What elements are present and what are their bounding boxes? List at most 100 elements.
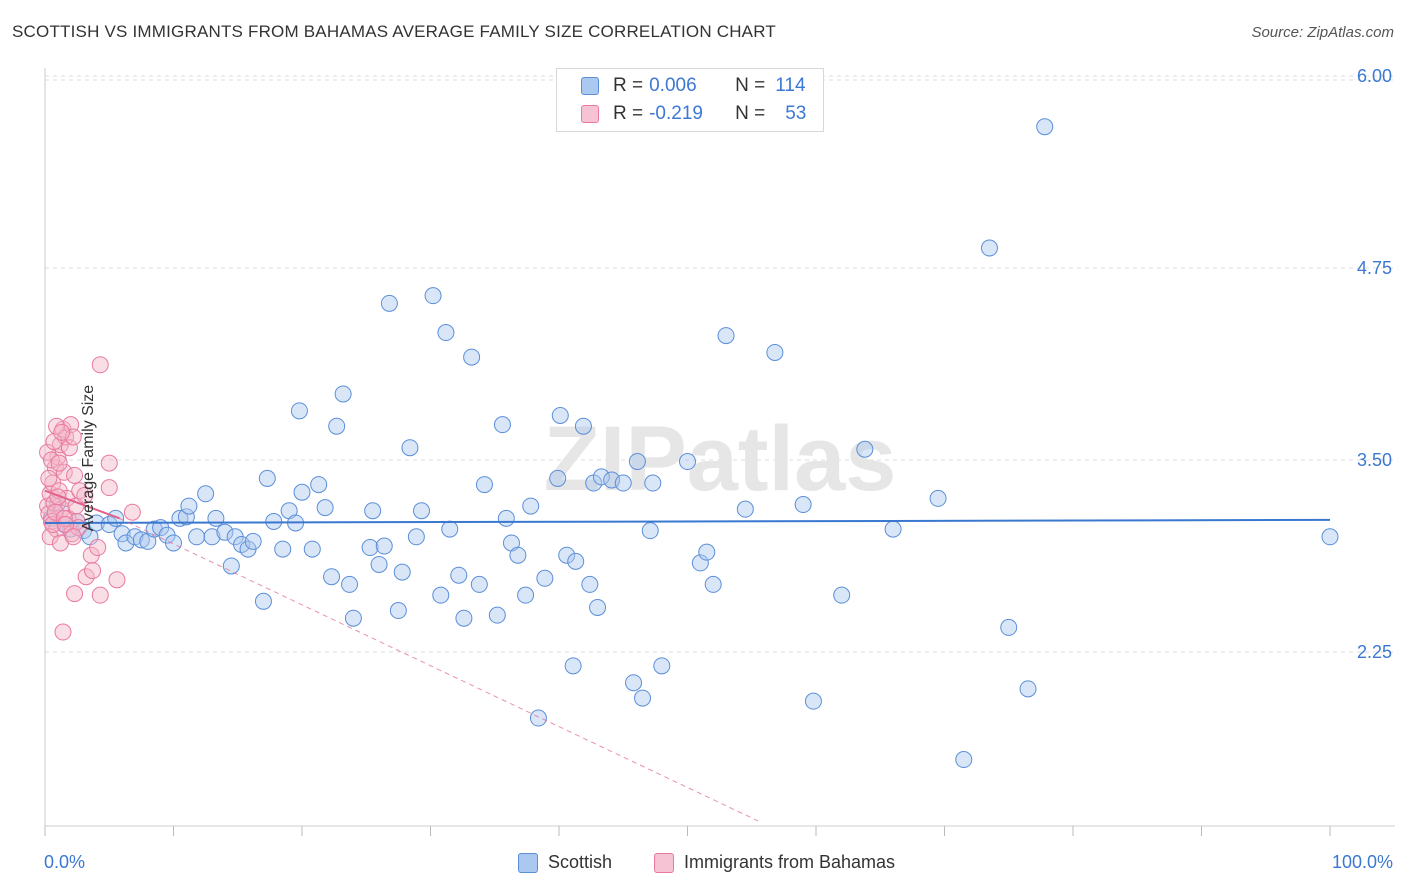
scottish-point <box>634 689 652 707</box>
scottish-point <box>413 502 431 520</box>
source-label: Source: ZipAtlas.com <box>1251 24 1394 41</box>
scottish-point <box>274 540 292 558</box>
scottish-point <box>564 657 582 675</box>
scottish-point <box>509 546 527 564</box>
scottish-point <box>361 539 379 557</box>
scottish-point <box>558 546 576 564</box>
scottish-point <box>567 552 585 570</box>
scottish-point <box>488 606 506 624</box>
scottish-point <box>704 575 722 593</box>
series-legend-scottish: Scottish <box>518 852 612 873</box>
bahamas-point <box>60 439 78 457</box>
scottish-point <box>203 528 221 546</box>
scottish-point <box>497 509 515 527</box>
scottish-point <box>929 489 947 507</box>
scottish-point <box>766 343 784 361</box>
y-tick-label: 2.25 <box>1357 642 1392 662</box>
bahamas-point <box>71 482 89 500</box>
bahamas-point <box>39 443 57 461</box>
scottish-point <box>653 657 671 675</box>
legend-n-value: 53 <box>785 103 807 124</box>
scottish-point <box>197 485 215 503</box>
scottish-point <box>407 528 425 546</box>
legend-n-value: 114 <box>775 75 806 96</box>
scottish-point <box>691 554 709 572</box>
scottish-point <box>625 674 643 692</box>
bahamas-point <box>55 463 73 481</box>
axes <box>44 68 1395 836</box>
scottish-point <box>389 602 407 620</box>
legend-n-label: N = <box>735 103 766 124</box>
scottish-point <box>207 509 225 527</box>
legend-n-label: N = <box>735 75 766 96</box>
bahamas-point <box>64 528 82 546</box>
scottish-point <box>303 540 321 558</box>
watermark: ZIPatlas <box>544 408 897 510</box>
series-label: Scottish <box>548 852 613 872</box>
scottish-point <box>437 324 455 342</box>
scottish-point <box>328 417 346 435</box>
scottish-point <box>293 483 311 501</box>
scottish-point <box>698 543 716 561</box>
scottish-point <box>334 385 352 403</box>
bahamas-point <box>53 423 71 441</box>
scottish-point <box>493 416 511 434</box>
scottish-point <box>310 476 328 494</box>
x-tick-label: 100.0% <box>1332 852 1393 872</box>
scottish-point <box>833 586 851 604</box>
scottish-point <box>589 598 607 616</box>
legend-row-bahamas: R = -0.219 N = 53 <box>581 101 806 127</box>
scottish-point <box>529 709 547 727</box>
scottish-point <box>980 239 998 257</box>
scottish-point <box>475 476 493 494</box>
bahamas-trend-extension <box>119 517 759 822</box>
bahamas-point <box>66 466 84 484</box>
scottish-point <box>549 469 567 487</box>
legend-swatch-pink <box>581 105 599 123</box>
scottish-point <box>736 500 754 518</box>
scottish-point <box>341 575 359 593</box>
scottish-point <box>254 592 272 610</box>
scottish-point <box>463 348 481 366</box>
bahamas-trend-line <box>44 489 120 520</box>
legend-r-label: R = <box>613 75 644 96</box>
scottish-point <box>401 439 419 457</box>
scottish-point <box>113 525 131 543</box>
trend-lines <box>44 489 1331 822</box>
scottish-point <box>188 528 206 546</box>
scottish-point <box>628 453 646 471</box>
bahamas-point <box>76 486 94 504</box>
bahamas-point <box>108 571 126 589</box>
scottish-point <box>884 520 902 538</box>
scottish-point <box>380 294 398 312</box>
scottish-point <box>551 406 569 424</box>
scottish-point <box>370 555 388 573</box>
scottish-points <box>42 118 1339 769</box>
scottish-point <box>441 520 459 538</box>
scottish-point <box>180 497 198 515</box>
bahamas-point <box>91 356 109 374</box>
legend-r-value: -0.219 <box>649 103 703 124</box>
scottish-point <box>955 751 973 769</box>
legend-r-label: R = <box>613 103 644 124</box>
scottish-point <box>794 496 812 514</box>
bahamas-point <box>40 469 58 487</box>
scottish-point <box>177 508 195 526</box>
legend-r-value: 0.006 <box>649 75 697 96</box>
bahamas-point <box>66 585 84 603</box>
scottish-point <box>107 509 125 527</box>
series-legend-bahamas: Immigrants from Bahamas <box>654 852 895 873</box>
scottish-point <box>592 468 610 486</box>
scottish-point <box>375 537 393 555</box>
y-axis-label: Average Family Size <box>80 384 98 532</box>
scottish-point <box>323 568 341 586</box>
scottish-point <box>536 569 554 587</box>
scottish-point <box>244 532 262 550</box>
series-swatch-blue <box>518 852 538 873</box>
scottish-point <box>470 575 488 593</box>
bahamas-point <box>89 539 107 557</box>
scottish-point <box>856 440 874 458</box>
scottish-point <box>1321 528 1339 546</box>
scottish-point <box>344 609 362 627</box>
